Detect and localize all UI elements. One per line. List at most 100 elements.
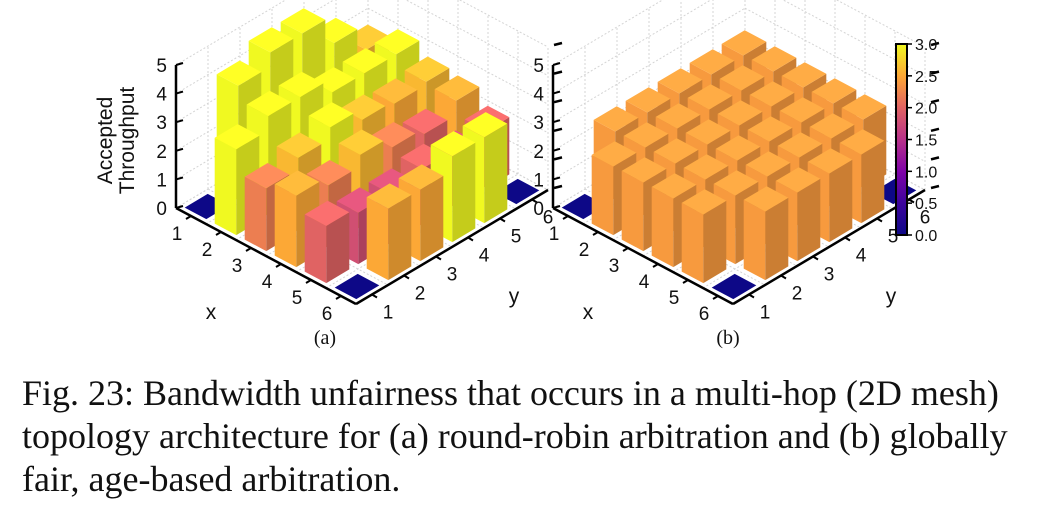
colorbar: 0.0 0.5 1.0 1.5 2.0 2.5 3.0 (895, 37, 937, 245)
x-tick-mark (682, 279, 689, 284)
bar (681, 189, 727, 284)
z-axis-label: AcceptedThroughput (94, 87, 139, 195)
bar-face-top (713, 170, 759, 196)
y-tick-mark (435, 255, 442, 261)
y-tick-label: 2 (415, 284, 426, 305)
y-tick-label: 2 (792, 284, 803, 305)
y-tick-mark (780, 274, 787, 280)
bar-face-top (717, 100, 763, 126)
z-tick-mark-right (930, 156, 940, 161)
bar-face-top (304, 200, 350, 226)
z-tick-mark-right (553, 41, 563, 47)
y-tick-label: 4 (856, 246, 867, 267)
bar (334, 273, 380, 300)
z-tick-label: 2 (533, 142, 544, 163)
x-tick-label: 6 (322, 304, 333, 325)
z-tick-label: 3 (156, 113, 167, 134)
bar-face-top (372, 78, 418, 104)
x-tick-mark (622, 247, 629, 252)
bar-face-top (591, 141, 637, 167)
bar-face-top (841, 94, 887, 120)
bar-face-top (338, 129, 384, 155)
gridline (552, 0, 712, 95)
colorbar-tick-label: 2.5 (915, 69, 937, 86)
bar-face-front (304, 214, 327, 284)
bar-face-top (623, 122, 669, 148)
bar-face-top (681, 189, 727, 215)
z-tick-mark-right (553, 98, 563, 104)
x-tick-mark (305, 279, 312, 284)
x-tick-mark (712, 295, 719, 300)
z-tick-label: 4 (156, 85, 167, 106)
colorbar-tick-label: 0.0 (915, 228, 937, 245)
x-axis-label: x (206, 301, 217, 324)
gridline (458, 0, 549, 48)
bar (304, 200, 350, 284)
bar-face-top (839, 129, 885, 155)
bar-face-side (420, 175, 444, 262)
bar-face-front (274, 184, 297, 268)
bar-face-top (747, 116, 793, 142)
bar-face-top (593, 106, 639, 132)
z-tick-label: 4 (533, 85, 544, 106)
x-tick-mark (245, 247, 252, 252)
gridline (702, 173, 896, 289)
bar-face-top (809, 113, 855, 139)
z-tick-mark (552, 62, 561, 66)
bar-face-top (715, 135, 761, 161)
bar-face-front (591, 154, 614, 236)
x-tick-mark (652, 263, 659, 268)
subplot-a-label: (a) (314, 327, 336, 349)
bar (711, 273, 757, 300)
x-tick-mark (215, 231, 222, 236)
bar-face-front (244, 176, 267, 252)
bar-face-top (743, 186, 789, 212)
gridline (325, 173, 519, 289)
colorbar-tick-label: 3.0 (915, 37, 937, 54)
bar-face-top (342, 48, 388, 74)
bar-face-side (797, 178, 821, 262)
bar-face-top (248, 27, 294, 53)
bar-face-top (811, 78, 857, 104)
z-tick-label: 5 (533, 56, 544, 77)
bar-face-front (366, 197, 389, 281)
z-tick-mark (175, 62, 184, 66)
y-tick-label: 1 (383, 303, 394, 324)
bar-face-top (685, 119, 731, 145)
x-axis-line (175, 206, 357, 306)
z-axis-label-line: Accepted (94, 97, 117, 185)
y-tick-mark (908, 198, 915, 204)
x-tick-label: 2 (579, 240, 590, 261)
gridline (835, 0, 926, 48)
bar-face-top (751, 46, 797, 72)
gridline (175, 0, 335, 95)
bar-face-top (657, 68, 703, 94)
y-tick-label: 1 (760, 303, 771, 324)
x-tick-label: 6 (699, 304, 710, 325)
y-tick-label: 3 (447, 265, 458, 286)
z-tick-label: 1 (533, 170, 544, 191)
bar-face-top (689, 49, 735, 75)
y-tick-mark (499, 217, 506, 223)
y-tick-label: 6 (543, 208, 554, 229)
x-tick-label: 1 (172, 224, 183, 245)
z-tick-mark (552, 90, 561, 95)
bar-face-top (308, 102, 354, 128)
colorbar-tick-label: 2.0 (915, 101, 937, 118)
colorbar-tick-label: 0.5 (915, 196, 937, 213)
subplot-b-label: (b) (716, 327, 739, 349)
bar-face-top (719, 65, 765, 91)
y-tick-mark (371, 293, 378, 299)
gridline (552, 0, 664, 66)
bar-face-top (278, 71, 324, 97)
y-tick-label: 3 (824, 265, 835, 286)
figure-caption: Fig. 23: Bandwidth unfairness that occur… (22, 373, 1008, 499)
x-tick-label: 5 (669, 288, 680, 309)
bar-face-top (775, 167, 821, 193)
bar-base (334, 273, 380, 300)
y-tick-label: 4 (479, 246, 490, 267)
bar-face-top (216, 60, 262, 86)
x-tick-mark (185, 215, 192, 220)
z-tick-label: 0 (533, 199, 544, 220)
bar-face-top (779, 97, 825, 123)
